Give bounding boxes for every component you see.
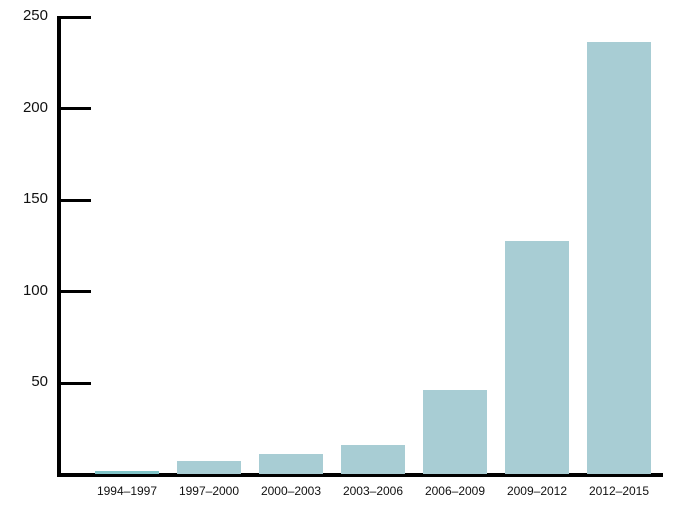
bar-2003–2006 (341, 444, 405, 474)
y-tick-mark (59, 107, 91, 111)
x-axis-line (57, 473, 663, 477)
y-tick-label: 100 (22, 281, 48, 299)
y-tick-mark (59, 15, 91, 19)
bar-2009–2012 (505, 241, 569, 474)
x-tick-label: 1994–1997 (96, 484, 158, 498)
x-tick-label: 2012–2015 (588, 484, 650, 498)
y-tick-label: 50 (31, 373, 48, 391)
y-tick-label: 250 (22, 7, 48, 24)
x-tick-label: 2000–2003 (260, 484, 322, 498)
x-tick-label: 2003–2006 (342, 484, 404, 498)
x-tick-label: 2009–2012 (506, 484, 568, 498)
bar-2012–2015 (587, 41, 651, 474)
bar-2000–2003 (259, 453, 323, 474)
y-tick-mark (59, 381, 91, 385)
bar-1994–1997 (95, 471, 159, 474)
x-tick-label: 1997–2000 (178, 484, 240, 498)
bar-2006–2009 (423, 389, 487, 474)
x-tick-label: 2006–2009 (424, 484, 486, 498)
y-tick-label: 200 (22, 98, 48, 116)
bar-1997–2000 (177, 461, 241, 474)
y-tick-mark (59, 198, 91, 202)
y-axis-line (57, 16, 61, 477)
y-tick-label: 150 (22, 190, 48, 208)
y-tick-mark (59, 290, 91, 294)
